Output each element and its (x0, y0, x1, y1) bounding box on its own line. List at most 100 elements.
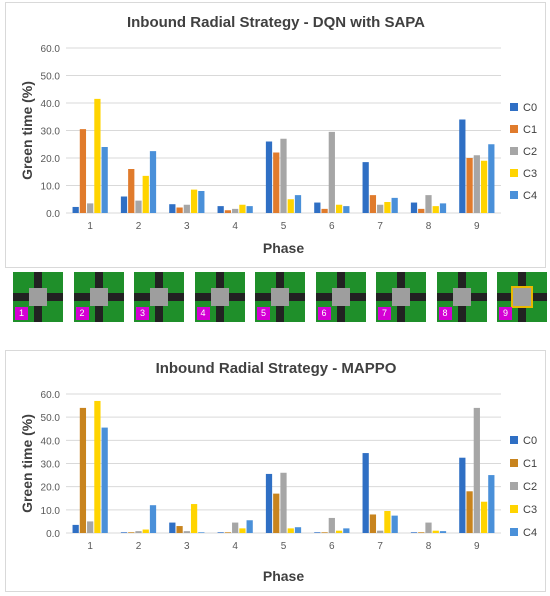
x-tick-label: 1 (87, 221, 93, 232)
phase-number-badge: 9 (499, 307, 512, 320)
phase-diagram-7: 7 (376, 272, 426, 322)
bar-C2-phase-6 (328, 517, 335, 533)
legend-swatch-C2 (510, 482, 518, 490)
bar-C4-phase-7 (391, 515, 398, 533)
bar-C3-phase-1 (94, 400, 101, 533)
bar-C1-phase-1 (79, 407, 87, 533)
legend-swatch-C0 (510, 436, 518, 444)
phase-number-badge: 6 (317, 307, 331, 320)
x-tick-label: 9 (474, 221, 480, 232)
x-tick-label: 8 (426, 221, 432, 232)
bar-C2-phase-9 (473, 407, 480, 533)
bar-C0-phase-8 (410, 532, 418, 533)
chart-panel-dqn-sapa: Inbound Radial Strategy - DQN with SAPA 0… (5, 2, 546, 268)
bar-C3-phase-9 (480, 160, 488, 213)
bar-C0-phase-3 (169, 204, 176, 213)
phase-number-badge: 7 (378, 307, 391, 320)
bar-C2-phase-2 (135, 200, 142, 213)
bar-C3-phase-9 (480, 501, 488, 533)
y-tick-label: 40.0 (41, 436, 61, 447)
bar-C2-phase-3 (183, 531, 190, 533)
bar-C3-phase-1 (94, 98, 101, 213)
bar-C4-phase-2 (149, 505, 157, 533)
bar-C0-phase-4 (217, 206, 224, 213)
y-tick-label: 20.0 (41, 154, 61, 165)
bar-C4-phase-2 (149, 151, 157, 213)
bar-C1-phase-4 (224, 532, 232, 533)
bar-C1-phase-8 (418, 208, 425, 213)
bar-C4-phase-9 (488, 475, 495, 533)
legend-label-C3: C3 (523, 168, 537, 180)
phase-number-badge: 1 (15, 307, 28, 320)
intersection-center (513, 288, 531, 306)
bar-C2-phase-1 (87, 203, 94, 213)
chart-title: Inbound Radial Strategy - DQN with SAPA (127, 14, 425, 31)
x-tick-label: 7 (377, 221, 383, 232)
x-tick-label: 7 (377, 541, 383, 552)
x-tick-label: 4 (232, 541, 238, 552)
intersection-center (271, 288, 289, 306)
legend-label-C4: C4 (523, 190, 537, 202)
x-tick-label: 6 (329, 221, 335, 232)
bar-C3-phase-7 (384, 202, 391, 213)
chart-panel-mappo: Inbound Radial Strategy - MAPPO 0.0 10.0 20… (5, 350, 546, 592)
legend-swatch-C3 (510, 505, 518, 513)
x-tick-label: 5 (281, 541, 287, 552)
y-tick-label: 60.0 (41, 390, 61, 401)
phase-diagram-5: 5 (255, 272, 305, 322)
chart-mappo: Inbound Radial Strategy - MAPPO 0.0 10.0 20… (19, 360, 537, 584)
bar-C0-phase-5 (265, 141, 273, 213)
phase-diagram-8: 8 (436, 272, 487, 322)
legend-swatch-C3 (510, 169, 518, 177)
bar-C2-phase-1 (87, 521, 94, 533)
x-tick-label: 8 (426, 541, 432, 552)
bar-C1-phase-2 (128, 532, 135, 533)
y-tick-label: 20.0 (41, 483, 61, 494)
bar-C3-phase-6 (335, 204, 343, 213)
bar-C0-phase-1 (72, 206, 79, 213)
bar-C4-phase-1 (101, 427, 108, 533)
legend-swatch-C0 (510, 103, 518, 111)
x-tick-label: 9 (474, 541, 480, 552)
bar-C3-phase-3 (190, 189, 198, 213)
bar-C1-phase-5 (273, 493, 280, 533)
phase-number-badge: 3 (136, 307, 149, 320)
x-tick-label: 3 (184, 541, 190, 552)
bar-C2-phase-4 (232, 522, 239, 533)
bar-C3-phase-8 (432, 530, 439, 533)
bar-C0-phase-7 (362, 162, 369, 213)
bar-C2-phase-8 (425, 522, 432, 533)
phase-number-badge: 2 (75, 307, 89, 320)
legend-label-C1: C1 (523, 458, 537, 470)
phase-diagram-2: 2 (73, 272, 124, 322)
bar-C4-phase-4 (246, 206, 253, 213)
bar-C1-phase-1 (79, 129, 87, 213)
chart-title: Inbound Radial Strategy - MAPPO (156, 360, 397, 377)
bar-C1-phase-7 (369, 195, 377, 213)
phase-diagram-9: 9 (497, 272, 547, 322)
phase-diagram-4: 4 (194, 272, 245, 322)
bar-C4-phase-7 (391, 197, 398, 213)
y-tick-label: 10.0 (41, 506, 61, 517)
bar-C4-phase-6 (343, 528, 350, 533)
bar-C2-phase-2 (135, 531, 142, 533)
bar-C2-phase-3 (183, 204, 190, 213)
legend-label-C2: C2 (523, 481, 537, 493)
bar-C2-phase-8 (425, 195, 432, 213)
y-tick-label: 30.0 (41, 460, 61, 471)
bar-C1-phase-8 (418, 532, 425, 533)
phase-number-badge: 4 (196, 307, 210, 320)
phase-highlight (511, 286, 533, 308)
bar-C2-phase-9 (473, 155, 480, 213)
bar-C4-phase-8 (439, 203, 447, 213)
bar-C3-phase-5 (287, 528, 294, 533)
bar-C0-phase-3 (169, 522, 176, 533)
x-tick-label: 5 (281, 221, 287, 232)
x-tick-label: 2 (136, 221, 142, 232)
phase-number-badge: 8 (438, 307, 452, 320)
y-tick-label: 10.0 (41, 182, 61, 193)
bar-C0-phase-1 (72, 524, 79, 533)
y-axis-label: Green time (%) (19, 414, 35, 513)
bar-C1-phase-6 (321, 208, 328, 213)
bar-C4-phase-3 (198, 532, 205, 533)
